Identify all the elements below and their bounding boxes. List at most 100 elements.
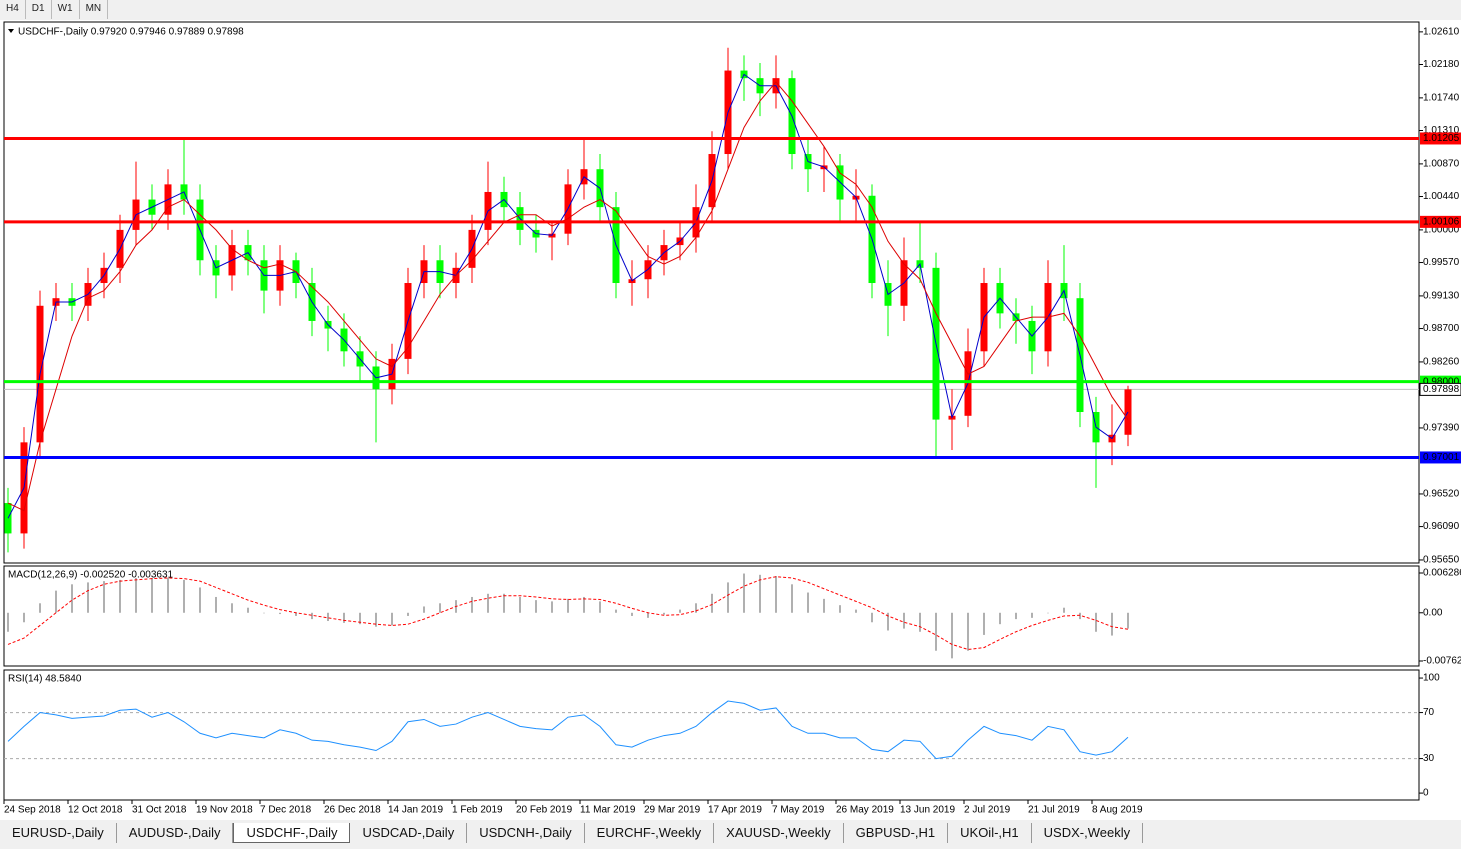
macd-bar: [727, 582, 729, 613]
macd-bar: [631, 612, 633, 616]
level-label: 1.00106: [1423, 216, 1460, 227]
panel-frame: [3, 669, 1420, 801]
timeframe-button[interactable]: H4: [0, 0, 26, 19]
macd-bar: [439, 603, 441, 613]
y-tick-label: 1.02610: [1423, 27, 1460, 38]
macd-bar: [23, 612, 25, 623]
x-tick-label: 2 Jul 2019: [964, 805, 1011, 816]
macd-bar: [135, 577, 137, 613]
level-label-box: [1420, 215, 1461, 228]
macd-bar: [871, 612, 873, 623]
panel-frame: [3, 21, 1420, 564]
chart-tab[interactable]: USDCNH-,Daily: [467, 823, 585, 843]
timeframe-button[interactable]: D1: [26, 0, 52, 19]
macd-bar: [551, 601, 553, 613]
macd-bar: [71, 584, 73, 613]
macd-bar: [743, 573, 745, 613]
chart-tab[interactable]: AUDUSD-,Daily: [117, 823, 234, 843]
chart-tab[interactable]: EURUSD-,Daily: [0, 823, 117, 843]
chart-tab[interactable]: XAUUSD-,Weekly: [714, 823, 844, 843]
macd-bar: [199, 587, 201, 613]
level-label: 0.98000: [1423, 376, 1460, 387]
macd-bar: [1095, 612, 1097, 632]
macd-bar: [295, 612, 297, 616]
indicator-title: MACD(12,26,9) -0.002520 -0.003631: [8, 570, 174, 581]
x-tick-label: 29 Mar 2019: [644, 805, 701, 816]
macd-bar: [807, 592, 809, 613]
x-tick-label: 8 Aug 2019: [1092, 805, 1143, 816]
chart-tab[interactable]: USDX-,Weekly: [1032, 823, 1144, 843]
x-tick-label: 14 Jan 2019: [388, 805, 443, 816]
chart-tab[interactable]: UKOil-,H1: [948, 823, 1032, 843]
panel-frame: [3, 565, 1420, 667]
collapse-icon: [8, 29, 14, 33]
x-tick-label: 19 Nov 2018: [196, 805, 253, 816]
y-tick-label: 70: [1423, 707, 1435, 718]
macd-bar: [407, 612, 409, 616]
chart-tab[interactable]: USDCHF-,Daily: [233, 823, 351, 843]
indicator-line: [7, 81, 1129, 512]
macd-bar: [839, 605, 841, 613]
y-tick-label: 0.98700: [1423, 323, 1460, 334]
indicator-line: [7, 73, 1129, 519]
price-label: 0.97898: [1423, 384, 1460, 395]
level-label-box: [1420, 132, 1461, 145]
y-tick-label: 0.96520: [1423, 489, 1460, 500]
macd-bar: [695, 603, 697, 613]
x-tick-label: 20 Feb 2019: [516, 805, 573, 816]
macd-bar: [919, 612, 921, 632]
macd-bar: [247, 607, 249, 613]
macd-bar: [1047, 612, 1049, 614]
y-tick-label: 0.99570: [1423, 257, 1460, 268]
x-tick-label: 1 Feb 2019: [452, 805, 503, 816]
macd-bar: [935, 612, 937, 651]
timeframe-button[interactable]: MN: [80, 0, 109, 19]
x-tick-label: 21 Jul 2019: [1028, 805, 1080, 816]
macd-bar: [1063, 607, 1065, 613]
macd-bar: [55, 590, 57, 613]
timeframe-button[interactable]: W1: [52, 0, 80, 19]
macd-bar: [263, 612, 265, 614]
x-tick-label: 7 Dec 2018: [260, 805, 312, 816]
macd-bar: [311, 612, 313, 620]
chart-tab[interactable]: EURCHF-,Weekly: [585, 823, 715, 843]
macd-bar: [775, 576, 777, 613]
macd-bar: [279, 612, 281, 615]
y-tick-label: 0.98260: [1423, 357, 1460, 368]
macd-bar: [647, 612, 649, 618]
macd-bar: [391, 612, 393, 626]
macd-bar: [983, 612, 985, 635]
macd-bar: [519, 596, 521, 613]
macd-bar: [327, 612, 329, 622]
macd-bar: [615, 609, 617, 613]
macd-bar: [567, 598, 569, 613]
macd-bar: [759, 574, 761, 613]
y-tick-label: 1.00440: [1423, 191, 1460, 202]
y-tick-label: 0.006286: [1423, 568, 1461, 579]
macd-bar: [951, 612, 953, 659]
macd-bar: [359, 612, 361, 625]
macd-bar: [487, 593, 489, 613]
macd-bar: [87, 582, 89, 613]
macd-bar: [663, 612, 665, 615]
indicator-title: RSI(14) 48.5840: [8, 674, 82, 685]
tab-bar: EURUSD-,Daily AUDUSD-,Daily USDCHF-,Daily U…: [0, 823, 1144, 843]
macd-bar: [375, 612, 377, 627]
macd-bar: [423, 606, 425, 613]
macd-bar: [887, 612, 889, 631]
macd-bar: [855, 609, 857, 613]
y-tick-label: 0.97390: [1423, 423, 1460, 434]
macd-bar: [711, 593, 713, 613]
chart-tab[interactable]: USDCAD-,Daily: [350, 823, 468, 843]
macd-bar: [1015, 612, 1017, 620]
chart-tab[interactable]: GBPUSD-,H1: [844, 823, 949, 843]
y-tick-label: 1.01310: [1423, 125, 1460, 136]
indicator-line: [7, 576, 1129, 650]
macd-bar: [471, 596, 473, 613]
y-tick-label: 0.95650: [1423, 555, 1460, 566]
y-tick-label: 1.02180: [1423, 59, 1460, 70]
x-tick-label: 26 Dec 2018: [324, 805, 381, 816]
x-tick-label: 17 Apr 2019: [708, 805, 762, 816]
macd-bar: [1111, 612, 1113, 636]
